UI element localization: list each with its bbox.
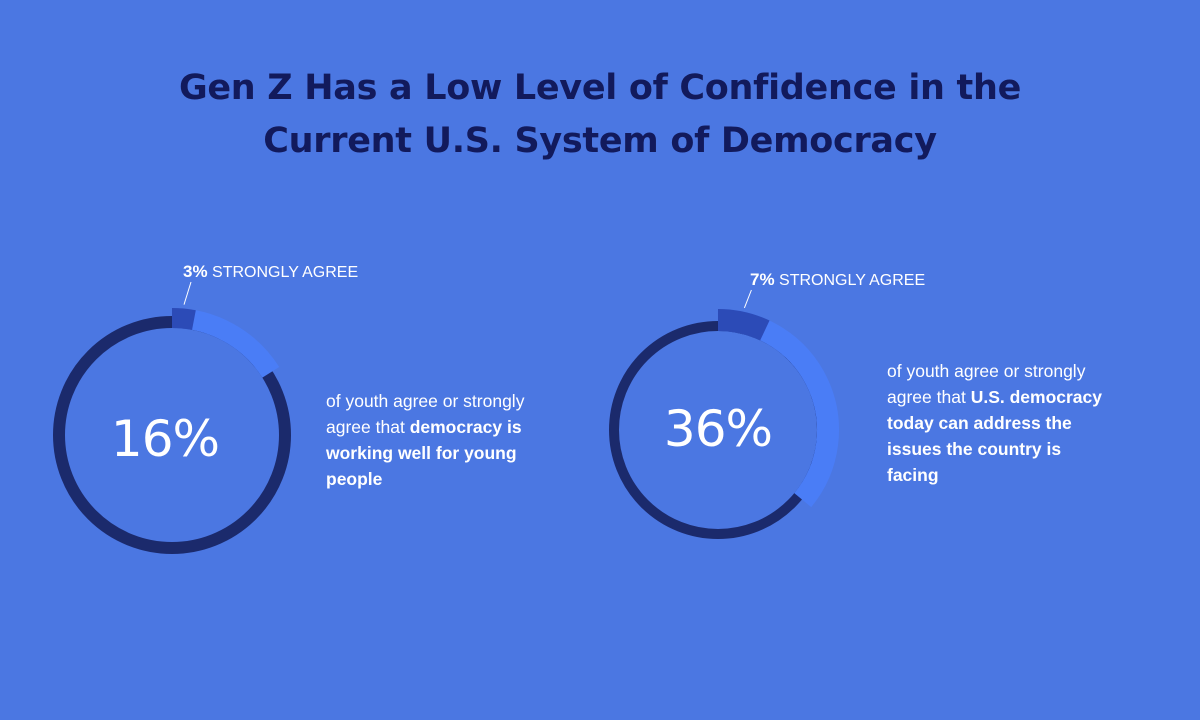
callout-1-value: 3% [183,262,208,281]
callout-1: 3% STRONGLY AGREE [183,262,358,282]
callout-2-value: 7% [750,270,775,289]
callout-1-label: STRONGLY AGREE [212,264,359,281]
donut-2-callout-line [743,289,752,309]
callout-2-label: STRONGLY AGREE [779,272,926,289]
donut-1-total-label: 16% [110,410,220,468]
description-1-bold: democracy is working well for young peop… [326,417,522,489]
donut-1-callout-line [183,281,192,305]
page-title: Gen Z Has a Low Level of Confidence in t… [100,62,1100,168]
title-line-1: Gen Z Has a Low Level of Confidence in t… [178,68,1022,108]
description-1: of youth agree or strongly agree that de… [326,388,556,492]
description-2-bold: U.S. democracy today can address the iss… [887,387,1102,485]
donut-2-total-label: 36% [663,400,773,458]
callout-2: 7% STRONGLY AGREE [750,270,925,290]
donut-1-track [53,316,291,554]
donut-1-strongly-agree-segment [171,308,196,330]
donut-2-strongly-agree-segment [717,309,770,341]
description-1-plain: of youth agree or strongly agree that [326,391,525,437]
description-2-plain: of youth agree or strongly agree that [887,361,1086,407]
description-2: of youth agree or strongly agree that U.… [887,358,1102,488]
title-line-2: Current U.S. System of Democracy [263,121,937,161]
